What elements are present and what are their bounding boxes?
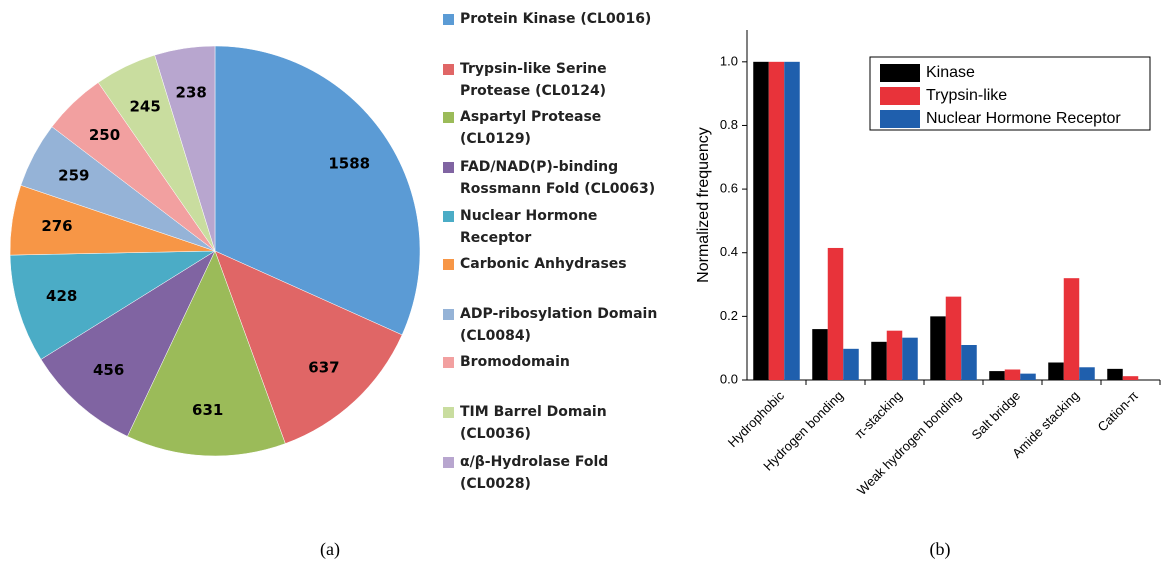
bar xyxy=(989,371,1005,380)
bar xyxy=(1107,368,1123,380)
legend-swatch xyxy=(443,112,454,123)
legend-label: Aspartyl Protease (CL0129) xyxy=(460,109,602,147)
pie-slice xyxy=(214,45,421,336)
legend-item: Carbonic Anhydrases xyxy=(443,253,658,275)
legend-item: FAD/NAD(P)-binding Rossmann Fold (CL0063… xyxy=(443,156,658,200)
legend-item: Bromodomain xyxy=(443,351,658,373)
legend-item: TIM Barrel Domain (CL0036) xyxy=(443,401,658,445)
x-tick-label: Hydrophobic xyxy=(725,388,788,451)
bar xyxy=(1004,369,1021,380)
pie-slice xyxy=(154,45,216,252)
bar xyxy=(902,337,918,380)
slice-label: 259 xyxy=(58,166,89,184)
legend-label: TIM Barrel Domain (CL0036) xyxy=(460,404,607,442)
bar xyxy=(945,296,962,380)
slice-label: 276 xyxy=(41,217,72,235)
caption: (b) xyxy=(930,539,951,560)
x-tick-label: π-stacking xyxy=(851,388,905,442)
bar xyxy=(753,61,769,381)
legend-label: α/β-Hydrolase Fold (CL0028) xyxy=(460,454,609,492)
legend-label: Nuclear Hormone Receptor xyxy=(460,208,598,246)
legend-label: Kinase xyxy=(926,64,975,81)
bar xyxy=(1122,376,1139,380)
slice-label: 456 xyxy=(93,361,124,379)
legend-item: Protein Kinase (CL0016) xyxy=(443,8,658,30)
x-tick-label: Weak hydrogen bonding xyxy=(854,388,964,498)
slice-label: 245 xyxy=(129,98,160,116)
pie-slice xyxy=(127,250,286,457)
x-tick-label: Cation-π xyxy=(1094,388,1141,435)
legend-item: α/β-Hydrolase Fold (CL0028) xyxy=(443,451,658,495)
bar xyxy=(784,61,800,381)
slice-label: 637 xyxy=(308,359,339,377)
legend-item: Nuclear Hormone Receptor xyxy=(443,205,658,249)
legend-swatch xyxy=(443,407,454,418)
legend-label: Nuclear Hormone Receptor xyxy=(926,110,1121,127)
legend-item: ADP-ribosylation Domain (CL0084) xyxy=(443,303,658,347)
legend-label: Trypsin-like Serine Protease (CL0124) xyxy=(460,61,607,99)
slice-label: 1588 xyxy=(328,155,370,173)
legend-label: Bromodomain xyxy=(460,354,570,370)
bar xyxy=(871,341,887,380)
bar xyxy=(812,329,828,380)
bar xyxy=(1048,362,1064,380)
bar xyxy=(827,247,844,380)
pie-slice xyxy=(9,250,216,360)
legend-label: Trypsin-like xyxy=(926,87,1007,104)
legend-swatch xyxy=(443,259,454,270)
bar xyxy=(1020,373,1036,380)
bar xyxy=(1079,367,1095,380)
legend-label: Protein Kinase (CL0016) xyxy=(460,11,652,27)
y-tick-label: 0.2 xyxy=(720,308,738,323)
legend-swatch xyxy=(443,14,454,25)
bar xyxy=(768,61,785,381)
legend-swatch xyxy=(880,64,920,82)
slice-label: 250 xyxy=(89,126,120,144)
legend-label: ADP-ribosylation Domain (CL0084) xyxy=(460,306,658,344)
pie-slice xyxy=(40,250,216,437)
legend-swatch xyxy=(880,87,920,105)
legend-label: Carbonic Anhydrases xyxy=(460,256,627,272)
legend-swatch xyxy=(880,110,920,128)
y-tick-label: 0.0 xyxy=(720,371,738,386)
y-axis-label: Normalized frequency xyxy=(695,127,712,283)
legend-swatch xyxy=(443,357,454,368)
bar xyxy=(843,348,859,380)
caption: (a) xyxy=(320,539,340,560)
bar xyxy=(961,345,977,380)
legend-swatch xyxy=(443,64,454,75)
slice-label: 428 xyxy=(46,287,77,305)
slice-label: 238 xyxy=(176,83,207,101)
slice-label: 631 xyxy=(192,401,223,419)
legend-swatch xyxy=(443,162,454,173)
legend-swatch xyxy=(443,457,454,468)
legend-item: Trypsin-like Serine Protease (CL0124) xyxy=(443,58,658,102)
y-tick-label: 0.8 xyxy=(720,117,738,132)
x-tick-label: Salt bridge xyxy=(968,388,1023,443)
pie-slice xyxy=(214,250,403,444)
bar xyxy=(930,316,946,380)
legend-item: Aspartyl Protease (CL0129) xyxy=(443,106,658,150)
legend-label: FAD/NAD(P)-binding Rossmann Fold (CL0063… xyxy=(460,159,656,197)
y-tick-label: 0.4 xyxy=(720,244,738,259)
y-tick-label: 0.6 xyxy=(720,181,738,196)
legend-swatch xyxy=(443,309,454,320)
bar xyxy=(886,330,903,380)
y-tick-label: 1.0 xyxy=(720,53,738,68)
bar xyxy=(1063,278,1080,380)
legend-swatch xyxy=(443,211,454,222)
